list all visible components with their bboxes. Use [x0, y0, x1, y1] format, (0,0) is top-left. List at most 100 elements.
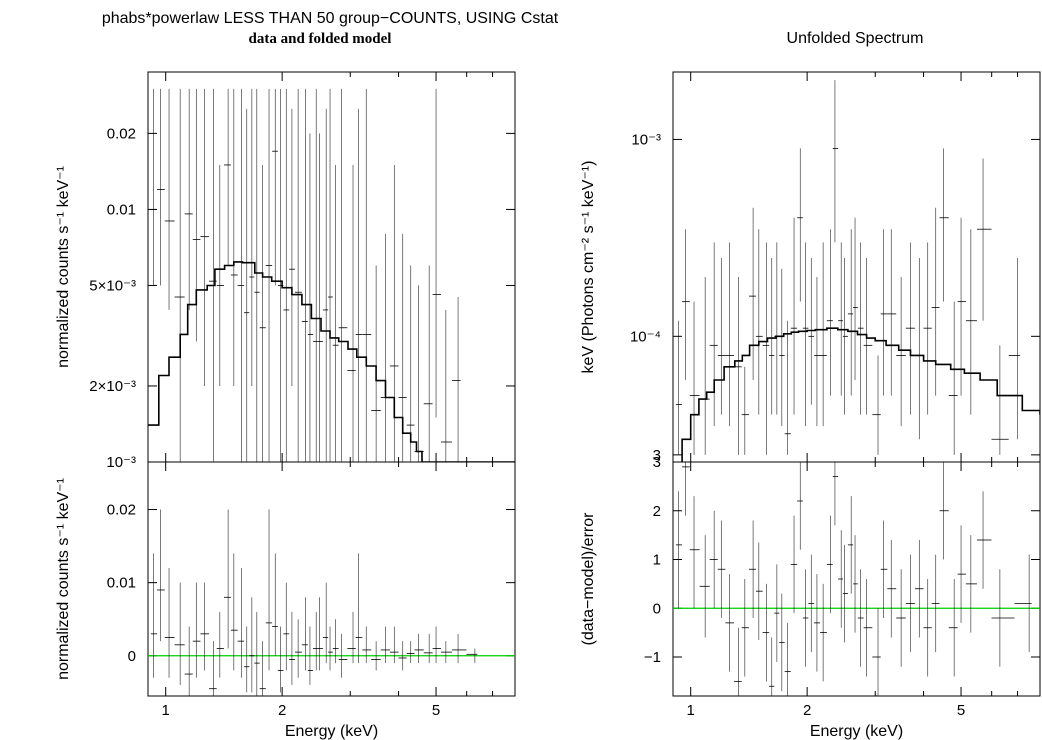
data-point: [317, 133, 323, 462]
data-point: [779, 268, 785, 427]
data-point: [717, 257, 726, 415]
data-point: [853, 217, 858, 381]
data-point: [322, 582, 329, 664]
plot-area: [673, 462, 1040, 696]
data-point: [295, 88, 302, 462]
plot-frame: [147, 461, 516, 697]
data-point: [689, 301, 700, 455]
data-point: [249, 88, 255, 386]
panel-left-top: 0.02 0.01 5×10⁻³ 2×10⁻³ 10⁻³ normalized count…: [55, 71, 516, 471]
data-point: [797, 148, 803, 302]
data-point: [741, 579, 749, 677]
y-axis-label: (data−model)/error: [580, 512, 597, 646]
data-point: [192, 88, 201, 342]
data-point: [347, 611, 356, 664]
data-point: [896, 569, 906, 667]
data-point: [1008, 257, 1021, 440]
data-point: [802, 242, 809, 427]
x-tick-label: 5: [957, 702, 965, 719]
y-tick-label: 2: [653, 503, 661, 520]
data-point: [923, 242, 932, 415]
data-point: [725, 574, 735, 672]
data-point: [371, 265, 381, 462]
data-point: [814, 277, 821, 427]
data-point: [755, 542, 763, 640]
data-point: [265, 88, 273, 462]
data-point: [216, 611, 224, 678]
data-point: [914, 257, 924, 440]
model-curve: [148, 261, 515, 462]
data-point: [259, 164, 266, 462]
data-point: [466, 648, 478, 664]
data-point: [755, 229, 763, 415]
data-point: [406, 641, 415, 664]
data-point: [838, 530, 843, 628]
data-point: [289, 108, 296, 386]
x-axis-label: Energy (keV): [285, 723, 378, 740]
data-point: [769, 257, 775, 415]
y-tick-label: 10⁻⁴: [630, 328, 661, 345]
data-point: [223, 509, 231, 649]
data-point: [709, 242, 718, 427]
data-point: [371, 641, 381, 671]
data-point: [259, 641, 266, 696]
data-point: [748, 520, 756, 618]
data-point: [976, 158, 992, 321]
data-point: [265, 509, 273, 671]
y-tick-label: 2×10⁻³: [89, 378, 136, 395]
data-point: [272, 88, 278, 286]
data-point: [209, 88, 217, 462]
data-point: [1014, 554, 1032, 653]
left-title: phabs*powerlaw LESS THAN 50 group−COUNTS…: [101, 10, 559, 27]
data-point: [322, 108, 329, 462]
y-tick-label: 1: [653, 552, 661, 569]
data-point: [847, 229, 854, 396]
model-curve: [681, 327, 1040, 462]
data-point: [939, 148, 949, 302]
data-point: [939, 462, 949, 560]
data-point: [887, 540, 897, 638]
data-point: [164, 88, 175, 310]
x-tick-label: 1: [162, 702, 170, 719]
data-point: [295, 619, 302, 678]
data-point: [790, 515, 798, 614]
data-point: [991, 569, 1015, 667]
data-point: [779, 593, 785, 692]
y-tick-label: 0.01: [107, 201, 136, 218]
data-point: [174, 88, 185, 462]
data-point: [682, 229, 690, 381]
data-point: [237, 88, 245, 462]
data-point: [398, 641, 407, 671]
panel-left-bottom: 0.02 0.01 0 1 2 5 Energy (keV) normalized count…: [55, 461, 516, 740]
data-point: [380, 233, 390, 462]
left-subtitle: data and folded model: [248, 31, 392, 47]
data-point: [802, 569, 809, 667]
data-point: [398, 233, 407, 462]
x-tick-label: 2: [803, 702, 811, 719]
data-point: [784, 320, 791, 455]
data-point: [838, 242, 843, 396]
data-point: [857, 242, 864, 415]
data-point: [814, 574, 821, 672]
y-tick-label: −1: [644, 649, 661, 666]
data-point: [157, 88, 165, 286]
data-point: [774, 564, 780, 662]
x-tick-label: 5: [432, 702, 440, 719]
y-axis-label: normalized counts s⁻¹ keV⁻¹: [55, 166, 72, 368]
data-point: [965, 535, 977, 633]
data-point: [774, 242, 780, 415]
data-point: [174, 582, 185, 686]
y-tick-label: 0.02: [107, 502, 136, 519]
data-point: [200, 88, 210, 386]
data-point: [931, 207, 940, 396]
data-point: [790, 217, 798, 415]
data-point: [863, 257, 873, 415]
data-point: [301, 597, 308, 671]
data-point: [307, 626, 314, 686]
data-point: [277, 626, 284, 693]
data-point: [872, 608, 881, 696]
data-point: [328, 626, 333, 671]
data-point: [380, 626, 390, 664]
data-point: [389, 626, 399, 664]
data-point: [734, 627, 742, 696]
